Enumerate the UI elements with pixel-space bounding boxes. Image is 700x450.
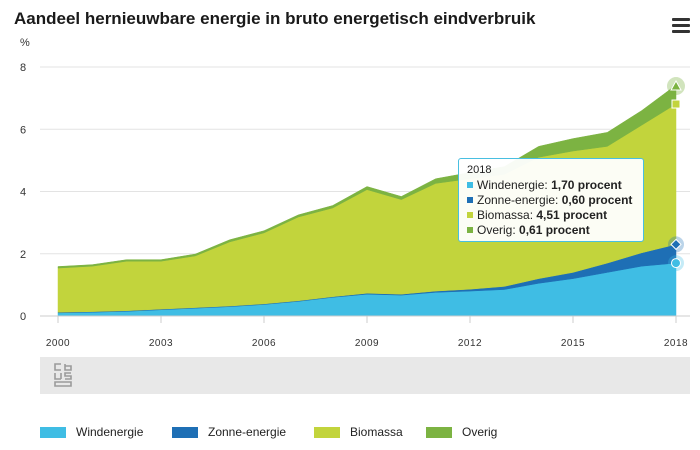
legend-swatch xyxy=(314,427,340,438)
x-tick-label: 2009 xyxy=(355,338,379,349)
axes: 0 2 4 6 8 2000 2003 2006 2009 2012 2015 2018 xyxy=(20,62,690,349)
y-axis-unit: % xyxy=(20,37,30,49)
legend-label: Windenergie xyxy=(76,425,144,439)
x-tick-label: 2006 xyxy=(252,338,276,349)
tooltip-label: Windenergie: xyxy=(477,178,548,192)
tooltip-row-overig: Overig: 0,61 procent xyxy=(467,223,635,238)
y-tick-label: 2 xyxy=(20,249,26,261)
area-chart[interactable]: 0 2 4 6 8 2000 2003 2006 2009 2012 2015 2018 xyxy=(0,0,700,357)
cbs-logo-icon xyxy=(54,363,72,387)
tooltip-swatch xyxy=(467,227,473,233)
legend-label: Biomassa xyxy=(350,425,403,439)
x-tick-label: 2000 xyxy=(46,338,70,349)
tooltip-row-zonne-energie: Zonne-energie: 0,60 procent xyxy=(467,193,635,208)
x-tick-label: 2018 xyxy=(664,338,688,349)
tooltip-year: 2018 xyxy=(467,164,492,176)
chart-footer xyxy=(40,357,690,394)
legend-swatch xyxy=(426,427,452,438)
tooltip-label: Zonne-energie: xyxy=(477,193,559,207)
x-tick-label: 2003 xyxy=(149,338,173,349)
tooltip-label: Biomassa: xyxy=(477,208,534,222)
legend-swatch xyxy=(40,427,66,438)
tooltip-value: 4,51 procent xyxy=(536,208,608,222)
y-tick-label: 6 xyxy=(20,124,26,136)
legend-label: Zonne-energie xyxy=(208,425,287,439)
menu-bar xyxy=(672,30,690,33)
tooltip-value: 0,61 procent xyxy=(519,223,590,237)
chart-title: Aandeel hernieuwbare energie in bruto en… xyxy=(14,9,536,28)
tooltip-label: Overig: xyxy=(477,223,516,237)
y-tick-label: 4 xyxy=(20,187,26,199)
tooltip-value: 1,70 procent xyxy=(551,178,622,192)
x-tick-label: 2012 xyxy=(458,338,482,349)
legend-label: Overig xyxy=(462,425,498,439)
tooltip-row-biomassa: Biomassa: 4,51 procent xyxy=(467,208,635,223)
tooltip-swatch xyxy=(467,212,473,218)
tooltip-value: 0,60 procent xyxy=(561,193,633,207)
menu-bar xyxy=(672,18,690,21)
end-markers xyxy=(667,77,685,272)
tooltip: 2018 Windenergie: 1,70 procent Zonne-ene… xyxy=(458,158,644,242)
y-tick-label: 0 xyxy=(20,311,26,323)
marker-overig xyxy=(670,80,682,91)
tooltip-swatch xyxy=(467,182,473,188)
menu-bar xyxy=(672,24,690,27)
x-tick-label: 2015 xyxy=(561,338,585,349)
marker-windenergie xyxy=(671,258,681,269)
marker-biomassa xyxy=(671,99,681,109)
y-tick-label: 8 xyxy=(20,62,26,74)
tooltip-swatch xyxy=(467,197,473,203)
marker-zonne-energie xyxy=(670,238,682,251)
hamburger-menu-icon[interactable] xyxy=(672,18,690,36)
legend-swatch xyxy=(172,427,198,438)
tooltip-row-windenergie: Windenergie: 1,70 procent xyxy=(467,178,635,193)
